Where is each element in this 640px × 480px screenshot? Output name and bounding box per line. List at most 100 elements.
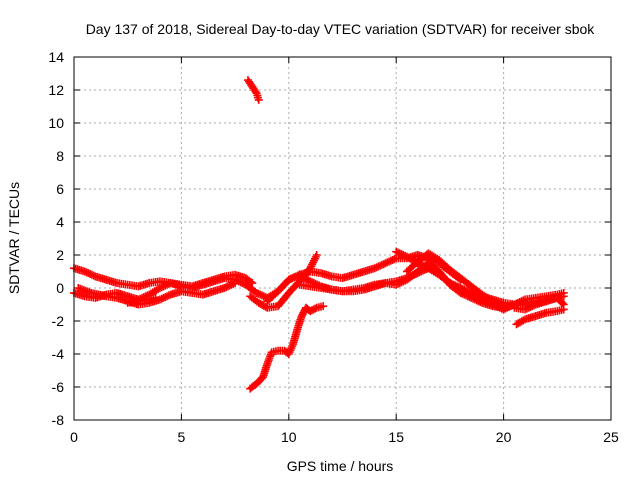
data-point — [374, 262, 383, 271]
data-point — [397, 250, 406, 259]
data-point — [254, 289, 263, 298]
y-tick-label: -2 — [52, 313, 65, 329]
x-tick-label: 10 — [281, 429, 297, 445]
data-point — [413, 269, 422, 278]
data-point — [519, 296, 528, 305]
series-arc-13 — [510, 293, 568, 314]
series-arc-11 — [402, 249, 508, 312]
x-tick-label: 15 — [388, 429, 404, 445]
y-tick-label: 14 — [48, 49, 64, 65]
y-tick-label: 8 — [56, 148, 64, 164]
data-point — [419, 261, 428, 270]
data-point — [290, 273, 299, 282]
data-point — [526, 302, 535, 311]
data-point — [161, 293, 170, 302]
axis-ticks: 0 5 10 15 20 25 -8 -6 -4 -2 0 2 4 6 8 10 12 14 — [48, 49, 619, 445]
x-tick-label: 5 — [178, 429, 186, 445]
series-arc-5 — [243, 76, 263, 104]
data-point — [558, 299, 567, 308]
series-arc-3 — [74, 279, 240, 309]
y-tick-label: 10 — [48, 115, 64, 131]
data-point — [559, 300, 568, 309]
y-tick-label: 6 — [56, 181, 64, 197]
data-point — [530, 301, 539, 310]
data-point — [155, 295, 164, 304]
data-point — [312, 251, 321, 259]
data-point — [392, 247, 401, 256]
data-point — [284, 275, 293, 284]
data-point — [84, 269, 93, 278]
data-point — [467, 290, 476, 299]
data-point — [411, 269, 420, 278]
data-point — [395, 249, 404, 258]
data-point — [257, 291, 266, 300]
data-point — [406, 272, 415, 281]
data-point — [227, 280, 236, 289]
data-point — [286, 274, 295, 283]
data-point — [469, 291, 478, 300]
data-point — [222, 283, 231, 292]
data-point — [458, 286, 467, 295]
data-point — [522, 304, 531, 313]
chart-title: Day 137 of 2018, Sidereal Day-to-day VTE… — [86, 21, 596, 37]
x-tick-label: 20 — [496, 429, 512, 445]
data-point — [377, 260, 386, 269]
data-point — [456, 285, 465, 294]
data-point — [246, 277, 255, 286]
data-point — [383, 258, 392, 267]
data-point — [497, 302, 506, 311]
data-point — [462, 288, 471, 297]
data-point — [415, 268, 424, 277]
data-point — [524, 303, 533, 312]
data-point — [291, 272, 300, 281]
data-point — [163, 292, 172, 301]
y-tick-label: 4 — [56, 214, 64, 230]
data-point — [231, 279, 240, 288]
data-point — [159, 293, 168, 302]
y-tick-label: -4 — [52, 346, 65, 362]
data-point — [225, 281, 234, 290]
grid — [74, 57, 611, 420]
y-tick-label: -8 — [52, 412, 65, 428]
data-point — [89, 271, 98, 280]
data-point — [157, 294, 166, 303]
data-point — [559, 288, 568, 297]
data-point — [251, 87, 260, 96]
data-layer — [70, 76, 568, 393]
data-point — [499, 303, 508, 312]
series-arc-4 — [123, 293, 160, 307]
data-point — [376, 261, 385, 270]
data-point — [420, 262, 429, 271]
data-point — [393, 248, 402, 257]
data-point — [86, 269, 95, 278]
series-arc-6 — [246, 302, 328, 393]
data-point — [288, 274, 297, 283]
data-point — [319, 302, 328, 311]
y-tick-label: 12 — [48, 82, 64, 98]
data-point — [465, 289, 474, 298]
data-point — [151, 293, 160, 302]
data-point — [82, 268, 91, 277]
data-point — [254, 95, 263, 104]
data-point — [504, 302, 513, 311]
data-point — [229, 279, 238, 288]
y-tick-label: -6 — [52, 379, 65, 395]
x-axis-label: GPS time / hours — [287, 458, 394, 474]
x-tick-label: 25 — [603, 429, 619, 445]
data-point — [399, 251, 408, 259]
data-point — [390, 255, 399, 264]
y-tick-label: 0 — [56, 280, 64, 296]
data-point — [515, 298, 524, 307]
x-tick-label: 0 — [70, 429, 78, 445]
data-point — [385, 257, 394, 266]
data-point — [293, 271, 302, 280]
series-arc-12 — [512, 305, 568, 329]
data-point — [386, 256, 395, 265]
data-point — [506, 302, 515, 311]
data-point — [381, 259, 390, 268]
data-point — [528, 302, 537, 311]
data-point — [372, 263, 381, 272]
data-point — [408, 271, 417, 280]
series-arc-2 — [70, 264, 257, 291]
data-point — [164, 291, 173, 300]
